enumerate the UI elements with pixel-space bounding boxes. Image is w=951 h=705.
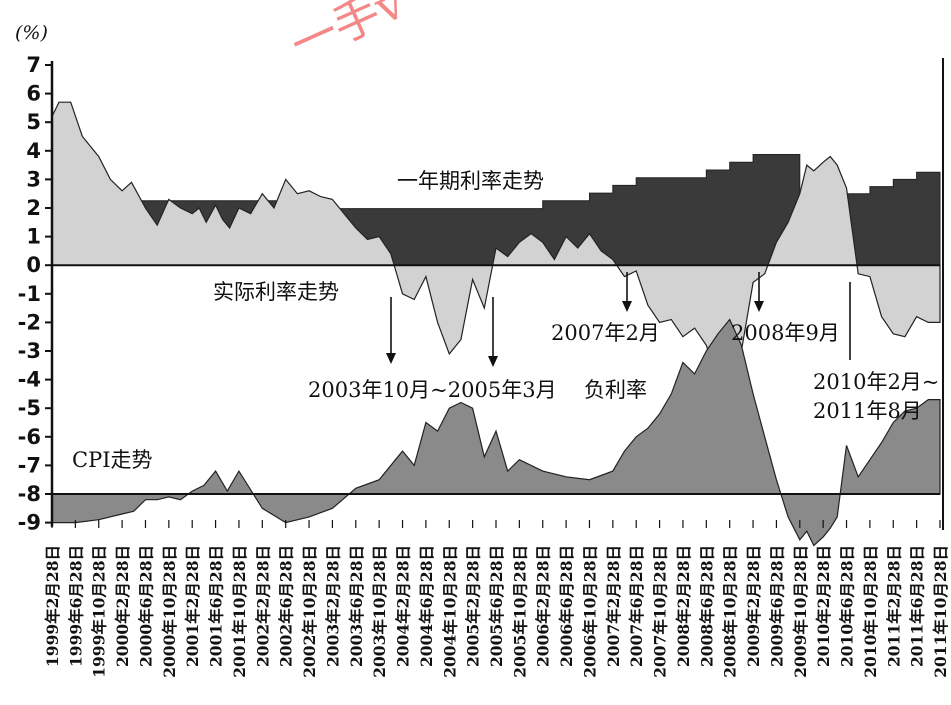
arrow-2005-03-head (488, 356, 498, 367)
x-tick-label: 2003年6月28日 (347, 545, 366, 667)
x-tick-label: 2011年10月28日 (931, 545, 950, 678)
x-tick-label: 2005年10月28日 (510, 545, 529, 678)
y-tick-label: -1 (18, 282, 41, 306)
x-tick-label: 2001年6月28日 (207, 545, 226, 667)
x-tick-label: 2006年2月28日 (534, 545, 553, 667)
x-tick-label: 2007年10月28日 (651, 545, 670, 678)
x-tick-label: 2004年2月28日 (394, 545, 413, 667)
x-tick-label: 2008年10月28日 (721, 545, 740, 678)
y-tick-label: 6 (26, 82, 41, 106)
x-tick-label: 2005年2月28日 (464, 545, 483, 667)
x-tick-label: 2006年10月28日 (581, 545, 600, 678)
y-tick-label: 0 (26, 253, 41, 277)
y-tick-label: -6 (18, 425, 41, 449)
x-tick-label: 2002年10月28日 (300, 545, 319, 678)
y-tick-label: -7 (18, 453, 41, 477)
x-tick-label: 2000年2月28日 (113, 545, 132, 667)
x-tick-label: 2006年6月28日 (557, 545, 576, 667)
x-axis-ticks: 1999年2月28日 1999年6月28日 1999年10月28日 2000年2月28… (43, 520, 950, 678)
x-tick-label: 2004年6月28日 (417, 545, 436, 667)
x-tick-label: 2010年6月28日 (838, 545, 857, 667)
cpi-series-area (51, 318, 941, 547)
y-tick-label: 5 (26, 110, 41, 134)
x-tick-label: 1999年10月28日 (90, 545, 109, 678)
x-tick-label: 2001年10月28日 (230, 545, 249, 678)
x-tick-label: 2001年2月28日 (183, 545, 202, 667)
annotation-label: 2008年9月 (731, 321, 840, 345)
y-tick-label: -5 (18, 396, 41, 420)
x-tick-label: 2011年2月28日 (884, 545, 903, 667)
y-tick-label: -4 (18, 368, 41, 392)
x-tick-label: 2007年2月28日 (604, 545, 623, 667)
x-tick-label: 2009年2月28日 (744, 545, 763, 667)
x-tick-label: 2002年6月28日 (277, 545, 296, 667)
x-tick-label: 2005年6月28日 (487, 545, 506, 667)
x-tick-label: 2000年10月28日 (160, 545, 179, 678)
area-layer (51, 101, 941, 547)
x-tick-label: 2003年2月28日 (323, 545, 342, 667)
y-tick-label: -2 (18, 310, 41, 334)
x-tick-label: 2008年2月28日 (674, 545, 693, 667)
annotation-label: 2007年2月 (551, 321, 660, 345)
y-tick-label: -3 (18, 339, 41, 363)
y-axis-ticks: 7 6 5 4 3 2 1 0 -1 -2 -3 -4 -5 -6 -7 -8 -9 (18, 53, 52, 535)
x-tick-label: 2002年2月28日 (253, 545, 272, 667)
arrow-2003-10-head (386, 353, 396, 364)
x-tick-label: 2010年10月28日 (861, 545, 880, 678)
annotation-label: 2010年2月~ (813, 370, 939, 394)
arrow-2007-02-head (622, 301, 632, 312)
x-tick-label: 2011年6月28日 (908, 545, 927, 667)
watermark-text: 一手v (283, 0, 413, 72)
x-tick-label: 2004年10月28日 (440, 545, 459, 678)
y-tick-label: 3 (26, 167, 41, 191)
annotation-label: 实际利率走势 (213, 280, 339, 304)
y-tick-label: 1 (26, 225, 41, 249)
x-tick-label: 2009年6月28日 (767, 545, 786, 667)
y-tick-label: 2 (26, 196, 41, 220)
annotation-label: 2011年8月 (813, 399, 922, 423)
y-tick-label: 7 (26, 53, 41, 77)
annotation-label: 一年期利率走势 (397, 169, 544, 193)
annotation-label: 2003年10月~2005年3月 (308, 378, 557, 402)
x-tick-label: 2003年10月28日 (370, 545, 389, 678)
x-tick-label: 2008年6月28日 (697, 545, 716, 667)
annotation-label: CPI走势 (72, 448, 153, 472)
real-rate-series-area (51, 101, 941, 390)
annotation-label: 负利率 (584, 378, 647, 402)
axes-layer: (%) (15, 22, 944, 530)
y-tick-label: 4 (26, 139, 41, 163)
y-unit-label: (%) (15, 22, 48, 44)
x-tick-label: 1999年6月28日 (66, 545, 85, 667)
y-tick-label: -8 (18, 482, 41, 506)
x-tick-label: 2009年10月28日 (791, 545, 810, 678)
x-tick-label: 2007年6月28日 (627, 545, 646, 667)
x-tick-label: 2010年2月28日 (814, 545, 833, 667)
x-tick-label: 2000年6月28日 (137, 545, 156, 667)
y-tick-label: -9 (18, 511, 41, 535)
arrow-2008-09-head (754, 301, 764, 312)
x-tick-label: 1999年2月28日 (43, 545, 62, 667)
